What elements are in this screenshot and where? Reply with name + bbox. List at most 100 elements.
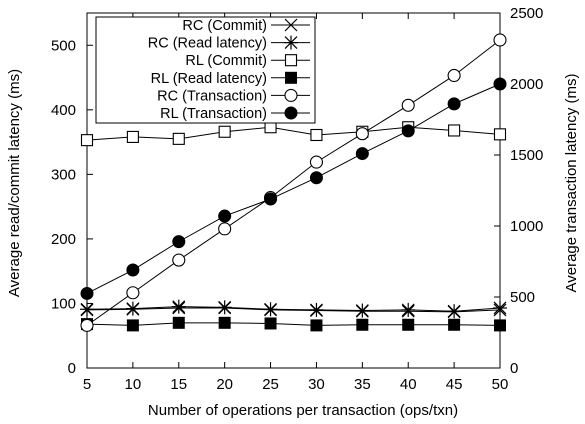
data-point [218,222,232,236]
data-point [355,147,369,161]
data-point [401,302,416,317]
right-y-tick-label: 500 [510,289,535,306]
data-point [355,303,370,318]
data-point [125,301,140,316]
x-tick-label: 40 [400,376,417,393]
legend-item: RC (Transaction) [157,88,310,104]
series-line [86,322,501,326]
legend-item: RL (Transaction) [160,106,310,122]
data-point [309,171,323,185]
series-square-filled [81,316,506,332]
data-point [310,128,323,142]
right-y-tick-label: 1500 [510,147,543,164]
x-axis-title: Number of operations per transaction (op… [148,402,458,419]
data-point [447,304,462,319]
left-y-tick-label: 300 [51,166,76,183]
data-point [264,317,277,330]
right-y-axis-title: Average transaction latency (ms) [563,74,580,293]
left-y-tick-label: 400 [51,102,76,119]
data-point [494,319,506,332]
legend-label: RC (Read latency) [148,36,267,52]
right-y-axis: 0 500 1000 1500 2000 2500 [494,5,543,377]
right-y-tick-label: 2500 [510,5,543,22]
data-point [172,132,185,145]
data-point [448,124,461,137]
data-point [401,124,415,138]
data-point [172,235,186,249]
data-point [448,318,461,331]
x-tick-label: 35 [354,376,371,393]
data-point [493,33,507,47]
x-tick-label: 25 [262,376,279,393]
data-point [126,130,139,143]
series-star [80,299,507,319]
legend-marker [285,71,297,84]
data-point [356,318,369,331]
right-y-tick-label: 0 [510,360,518,377]
legend-marker [284,35,298,50]
data-point [264,192,278,206]
data-point [172,253,186,267]
legend-label: RC (Transaction) [157,88,267,104]
legend-item: RL (Commit) [185,53,310,69]
data-point [447,97,461,111]
series-line [86,126,501,141]
data-point [218,125,231,138]
legend-label: RL (Read latency) [151,71,267,87]
legend-box [95,16,316,124]
data-point [126,319,139,332]
plot-area [86,12,501,369]
data-point [172,316,185,329]
data-point [401,98,415,112]
left-y-axis: 0 100 200 300 400 500 [51,37,93,377]
legend-item: RC (Commit) [182,18,310,34]
x-tick-label: 5 [83,376,91,393]
x-tick-label: 20 [216,376,233,393]
left-y-tick-label: 500 [51,37,76,54]
x-tick-label: 10 [125,376,142,393]
data-point [263,302,278,317]
series-line [86,306,501,312]
data-point [493,128,507,141]
data-point [171,299,186,314]
legend-marker [284,18,298,32]
data-point [126,286,140,300]
data-point [218,209,232,223]
right-y-tick-label: 2000 [510,76,543,93]
legend-marker [284,54,298,67]
left-y-tick-label: 0 [68,360,76,377]
series-circle-filled [80,77,507,300]
x-tick-label: 50 [492,376,509,393]
legend-label: RL (Commit) [185,53,267,69]
series-square-open [80,121,507,147]
data-point [80,302,94,317]
plot-border [86,12,501,369]
x-tick-label: 15 [170,376,187,393]
data-point [80,286,94,300]
legend-label: RC (Commit) [182,18,267,34]
data-point [80,134,94,147]
data-point [126,263,140,277]
x-tick-label: 30 [308,376,325,393]
series-line [86,307,501,313]
legend-item: RL (Read latency) [151,71,310,87]
x-tick-label: 45 [446,376,463,393]
left-y-tick-label: 100 [51,295,76,312]
series-line [86,83,501,294]
x-axis: 5 10 15 20 25 30 35 40 45 50 [83,13,509,393]
left-y-tick-label: 200 [51,231,76,248]
data-point [493,77,507,91]
data-point [218,316,231,329]
series-layer [80,33,507,332]
data-point [309,155,323,169]
legend-marker [284,106,298,120]
legend-item: RC (Read latency) [148,35,310,52]
data-point [309,302,324,317]
data-point [447,68,461,83]
legend-marker [284,88,298,102]
data-point [493,300,507,315]
data-point [402,318,415,331]
legend-label: RL (Transaction) [160,106,267,122]
legend: RC (Commit) RC (Read latency)RL (Commit) R… [95,16,316,124]
